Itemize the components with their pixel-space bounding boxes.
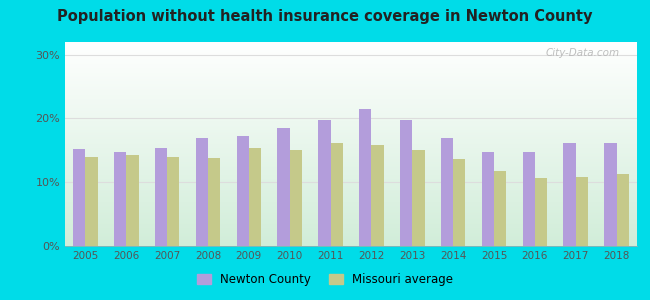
Bar	[249, 148, 261, 246]
Bar	[535, 178, 547, 246]
Text: Population without health insurance coverage in Newton County: Population without health insurance cove…	[57, 9, 593, 24]
Bar	[494, 171, 506, 246]
Bar	[73, 149, 85, 246]
Bar	[208, 158, 220, 246]
Bar	[617, 174, 629, 246]
Bar	[441, 138, 453, 246]
Bar	[114, 152, 126, 246]
Bar	[576, 176, 588, 246]
Bar	[167, 157, 179, 246]
Bar	[412, 150, 424, 246]
Bar	[564, 143, 576, 246]
Bar	[126, 155, 138, 246]
Bar	[318, 120, 331, 246]
Bar	[359, 109, 371, 246]
Bar	[196, 138, 208, 246]
Bar	[331, 143, 343, 246]
Bar	[523, 152, 535, 246]
Text: City-Data.com: City-Data.com	[546, 48, 620, 58]
Bar	[290, 150, 302, 246]
Legend: Newton County, Missouri average: Newton County, Missouri average	[192, 269, 458, 291]
Bar	[278, 128, 290, 246]
Bar	[453, 159, 465, 246]
Bar	[237, 136, 249, 246]
Bar	[85, 157, 98, 246]
Bar	[482, 152, 494, 246]
Bar	[400, 120, 412, 246]
Bar	[155, 148, 167, 246]
Bar	[371, 145, 384, 246]
Bar	[604, 143, 617, 246]
